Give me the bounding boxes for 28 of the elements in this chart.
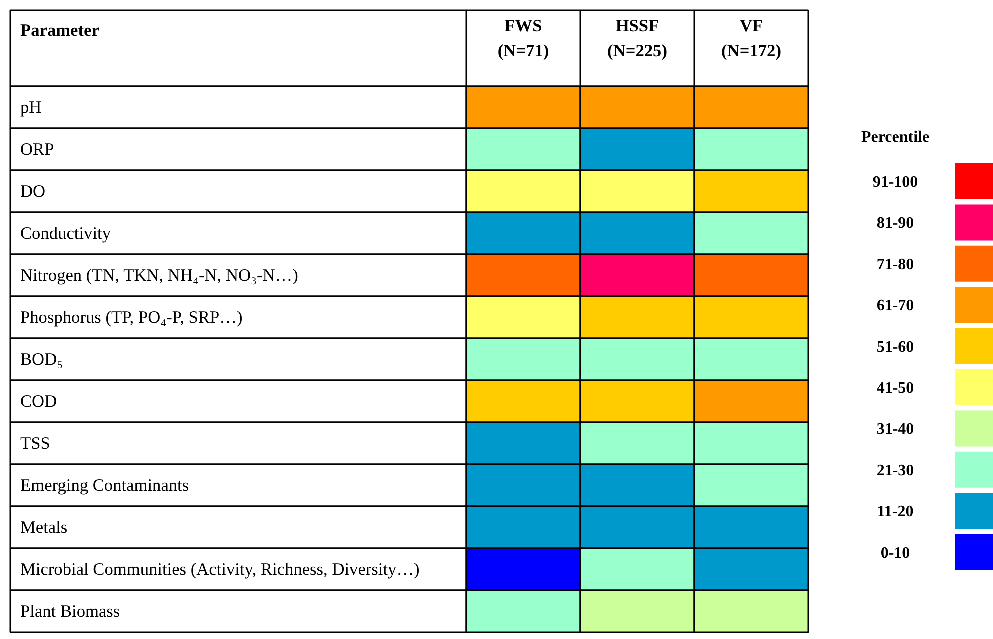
y-tick-label: Conductivity <box>20 224 112 243</box>
color-bar-label: 31-40 <box>876 421 914 438</box>
y-tick-label: pH <box>20 98 42 117</box>
y-tick-label: Emerging Contaminants <box>20 476 190 495</box>
color-bar-label: 71-80 <box>876 256 914 274</box>
x-tick-label: VF (N=172) <box>722 16 782 60</box>
y-tick-label: Phosphorus (TP, PO₄-P, SRP…) <box>20 308 243 327</box>
y-tick-label: ORP <box>20 140 54 159</box>
color-bar-title: Percentile <box>861 129 930 146</box>
y-tick-label: BOD₅ <box>20 350 64 369</box>
y-tick-label: DO <box>20 182 46 201</box>
y-tick-label: Microbial Communities (Activity, Richness, Diversity…) <box>20 560 420 579</box>
color-bar-label: 21-30 <box>876 462 914 480</box>
x-tick-label: HSSF (N=225) <box>608 16 668 60</box>
color-bar-label: 41-50 <box>876 380 914 397</box>
y-tick-label: Plant Biomass <box>20 602 120 621</box>
x-tick-label: FWS (N=71) <box>498 16 550 60</box>
color-bar-label: 81-90 <box>876 215 914 232</box>
y-axis-title: Parameter <box>20 21 100 40</box>
color-bar-label: 61-70 <box>876 298 914 315</box>
y-tick-label: TSS <box>20 434 50 453</box>
color-bar-label: 51-60 <box>876 338 914 356</box>
color-bar-label: 91-100 <box>872 174 918 191</box>
y-tick-label: Nitrogen (TN, TKN, NH₄-N, NO₃-N…) <box>20 266 299 285</box>
color-bar-label: 0-10 <box>880 544 910 562</box>
y-tick-label: Metals <box>20 518 68 537</box>
y-tick-label: COD <box>20 392 58 411</box>
color-bar-label: 11-20 <box>877 504 914 521</box>
